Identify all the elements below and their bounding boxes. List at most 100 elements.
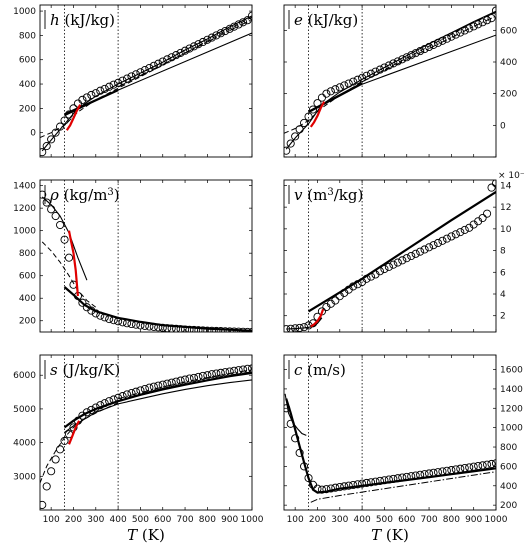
data-point <box>198 371 207 380</box>
data-point <box>212 369 221 378</box>
data-point <box>340 482 349 491</box>
data-point <box>158 380 167 389</box>
data-point <box>420 44 429 54</box>
plot-frame <box>283 354 497 511</box>
y-tick-label: 800 <box>19 31 36 41</box>
x-tick-label: 1000 <box>485 515 508 525</box>
y-tick-label: 1200 <box>13 204 36 214</box>
x-axis-title: T (K) <box>127 526 165 544</box>
series-line-dashed <box>40 16 252 138</box>
series-line-thin <box>286 317 323 330</box>
data-point <box>384 262 393 271</box>
data-point <box>335 83 344 92</box>
y-tick-label: 1600 <box>500 366 523 376</box>
data-point <box>284 146 291 155</box>
x-axis-title-variable: T <box>127 526 138 544</box>
data-point <box>398 256 407 265</box>
series-line-thin <box>285 10 496 150</box>
panel-h: 0 200 400 600 800 1000 h (kJ/kg) <box>13 4 253 158</box>
data-point <box>393 258 402 267</box>
panel-c: 100 200 300 400 500 600 700 800 900 1000200400600… <box>283 354 523 525</box>
x-tick-label: 100 <box>287 515 304 525</box>
x-tick-label: 100 <box>43 515 60 525</box>
y-tick-label: 14 <box>500 181 512 191</box>
data-point <box>456 228 465 237</box>
data-point <box>78 298 87 307</box>
y-tick-label: 8 <box>500 247 506 257</box>
data-point <box>40 148 47 157</box>
data-point <box>331 85 340 94</box>
data-point <box>51 211 60 221</box>
panel-label-variable: s <box>50 361 58 379</box>
series-line-dashed <box>41 241 97 308</box>
plot-frame <box>39 354 253 511</box>
data-point <box>56 220 65 230</box>
data-point <box>40 190 47 199</box>
x-tick-label: 300 <box>87 515 104 525</box>
series-line-dashdot <box>117 19 252 88</box>
series-line-thick <box>285 398 496 494</box>
data-point <box>286 139 295 148</box>
data-point <box>291 132 300 141</box>
series-line-dashed <box>284 11 496 134</box>
y-tick-label: 2 <box>500 312 506 322</box>
panel-label-unit: (kJ/kg) <box>303 11 358 29</box>
data-point <box>456 28 465 37</box>
y-tick-label: 1400 <box>13 182 36 192</box>
data-point <box>189 373 199 382</box>
y-tick-label: 1000 <box>500 424 523 434</box>
x-axis-title: T (K) <box>371 526 409 544</box>
data-point <box>358 479 367 488</box>
plot-area-v <box>284 180 496 332</box>
data-point <box>335 482 344 492</box>
data-point <box>136 68 145 77</box>
x-tick-label: 800 <box>199 515 216 525</box>
data-point <box>353 480 362 489</box>
data-point <box>447 232 456 241</box>
y-tick-label: 4 <box>500 290 506 300</box>
panel-v: 2 4 6 8 10 12 14× 10⁻³ v (m3/kg) <box>283 171 525 333</box>
series-line-solid <box>64 32 252 117</box>
data-point <box>483 209 492 218</box>
data-point <box>207 326 216 332</box>
series-line-red <box>310 308 325 328</box>
series-line-dashed <box>40 402 119 484</box>
data-point <box>487 183 496 192</box>
y-tick-label: 200 <box>19 317 36 327</box>
data-point <box>322 89 331 98</box>
panel-label-variable: ρ <box>49 186 59 204</box>
x-tick-label: 700 <box>420 515 437 525</box>
panel-label-variable: c <box>294 361 303 379</box>
plot-frame <box>283 179 497 333</box>
panel-label-superscript: 3 <box>107 187 113 198</box>
data-point <box>375 65 385 74</box>
data-point <box>295 125 304 134</box>
data-point <box>145 383 154 392</box>
panel-label-variable: h <box>50 11 60 29</box>
data-point <box>478 18 487 27</box>
data-point <box>483 460 492 469</box>
y-tick-label: 5000 <box>13 405 36 415</box>
data-point <box>416 247 425 256</box>
y-tick-label: 600 <box>19 56 36 66</box>
data-point <box>331 483 340 492</box>
y-tick-label: 400 <box>19 80 36 90</box>
x-tick-label: 900 <box>221 515 238 525</box>
x-axis-title-variable: T <box>371 526 382 544</box>
x-tick-label: 400 <box>354 515 371 525</box>
data-point <box>221 327 230 332</box>
data-point <box>185 374 194 383</box>
data-point <box>451 230 460 239</box>
data-point <box>225 327 234 332</box>
y-tick-label: 1000 <box>13 7 36 17</box>
y-tick-label: 6000 <box>13 371 36 381</box>
data-point <box>176 376 185 385</box>
data-point <box>163 379 172 388</box>
y-tick-label: 0 <box>30 129 36 139</box>
data-point <box>176 48 185 57</box>
panel-label-unit: (m/s) <box>302 361 345 379</box>
data-point <box>172 51 181 60</box>
y-tick-label: 600 <box>500 462 517 472</box>
y-tick-label: 600 <box>19 272 36 282</box>
